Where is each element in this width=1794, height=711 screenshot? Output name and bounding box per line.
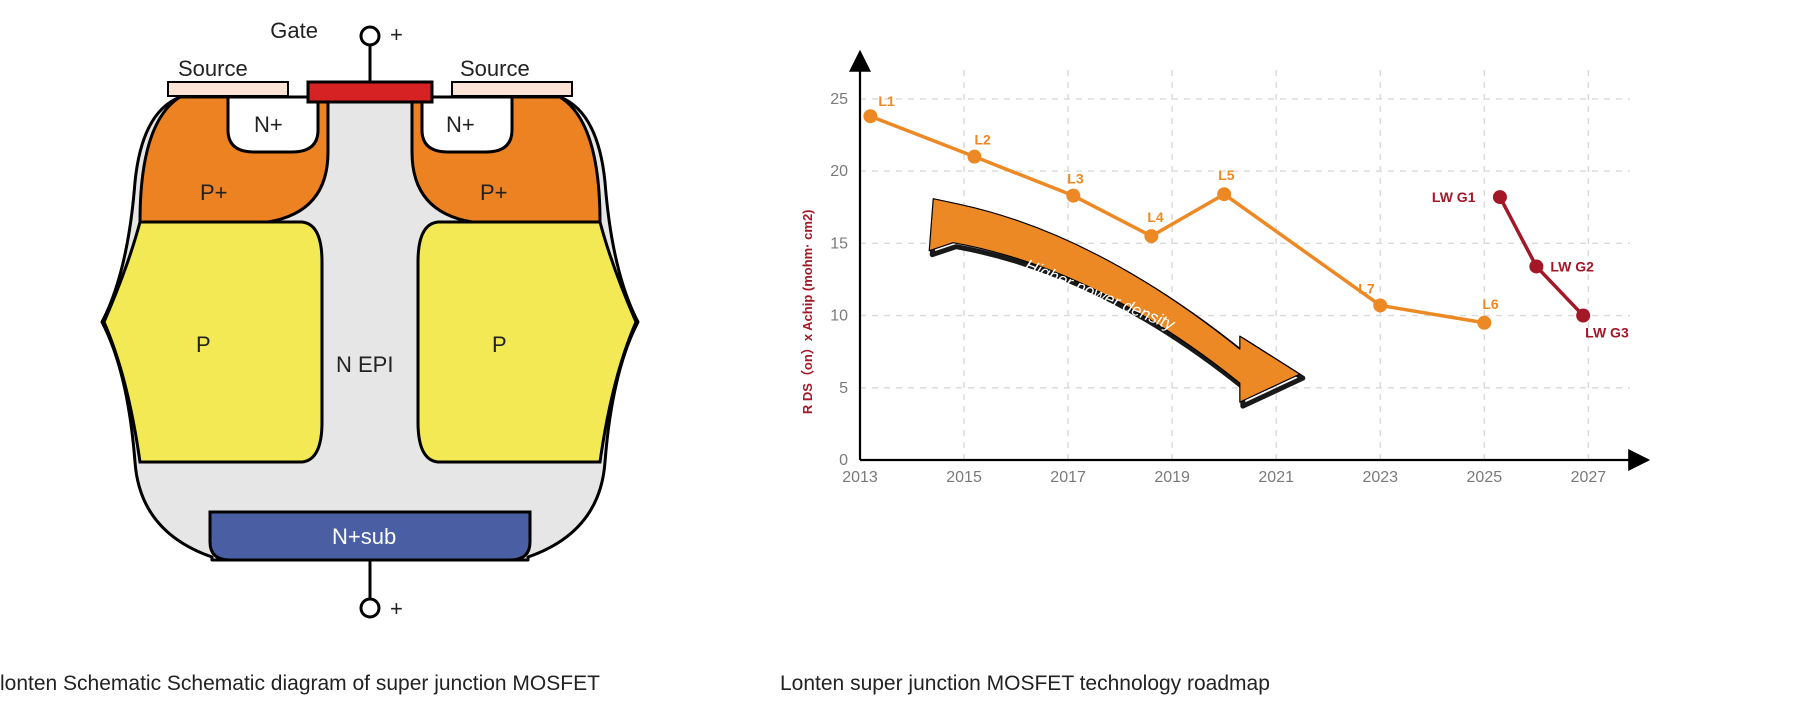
svg-text:Source: Source (460, 56, 530, 81)
svg-text:2013: 2013 (842, 469, 878, 486)
svg-text:Source: Source (178, 56, 248, 81)
svg-text:N+: N+ (254, 112, 283, 137)
svg-text:+: + (390, 596, 403, 621)
svg-text:L4: L4 (1147, 209, 1164, 225)
mosfet-svg: Gate + Source Source N+ N+ P+ P+ P P N EPI N+sub + (60, 12, 680, 652)
svg-text:20: 20 (830, 163, 848, 180)
svg-text:LW G3: LW G3 (1585, 325, 1629, 341)
svg-text:N+sub: N+sub (332, 524, 396, 549)
svg-text:2019: 2019 (1154, 469, 1190, 486)
svg-text:15: 15 (830, 235, 848, 252)
svg-text:2021: 2021 (1258, 469, 1294, 486)
caption-right: Lonten super junction MOSFET technology … (780, 672, 1270, 696)
svg-text:N+: N+ (446, 112, 475, 137)
svg-text:5: 5 (839, 380, 848, 397)
svg-text:L5: L5 (1218, 167, 1235, 183)
svg-text:2023: 2023 (1362, 469, 1398, 486)
mosfet-diagram: Gate + Source Source N+ N+ P+ P+ P P N EPI N+sub + (60, 12, 680, 652)
svg-text:LW G2: LW G2 (1550, 258, 1594, 274)
svg-text:L7: L7 (1358, 280, 1375, 296)
svg-text:L3: L3 (1067, 171, 1084, 187)
svg-text:10: 10 (830, 308, 848, 325)
svg-text:P+: P+ (200, 180, 228, 205)
page-root: Gate + Source Source N+ N+ P+ P+ P P N EPI N+sub + 2… (0, 0, 1794, 711)
svg-text:N EPI: N EPI (336, 352, 393, 377)
svg-text:2017: 2017 (1050, 469, 1086, 486)
svg-text:2015: 2015 (946, 469, 982, 486)
svg-text:0: 0 (839, 452, 848, 469)
svg-text:P+: P+ (480, 180, 508, 205)
svg-text:P: P (492, 332, 507, 357)
svg-text:R DS（on）x Achip (mohm· cm2): R DS（on）x Achip (mohm· cm2) (800, 209, 815, 414)
svg-text:25: 25 (830, 91, 848, 108)
svg-text:Gate: Gate (270, 18, 318, 43)
svg-text:P: P (196, 332, 211, 357)
svg-text:2027: 2027 (1571, 469, 1607, 486)
caption-left: lonten Schematic Schematic diagram of su… (0, 672, 600, 696)
roadmap-svg: 2013201520172019202120232025202705101520… (770, 40, 1670, 540)
svg-text:L2: L2 (974, 132, 991, 148)
svg-text:L6: L6 (1482, 296, 1499, 312)
roadmap-chart: 2013201520172019202120232025202705101520… (770, 40, 1670, 540)
svg-text:LW G1: LW G1 (1432, 189, 1476, 205)
svg-text:L1: L1 (878, 93, 895, 109)
svg-text:+: + (390, 22, 403, 47)
svg-text:2025: 2025 (1467, 469, 1503, 486)
